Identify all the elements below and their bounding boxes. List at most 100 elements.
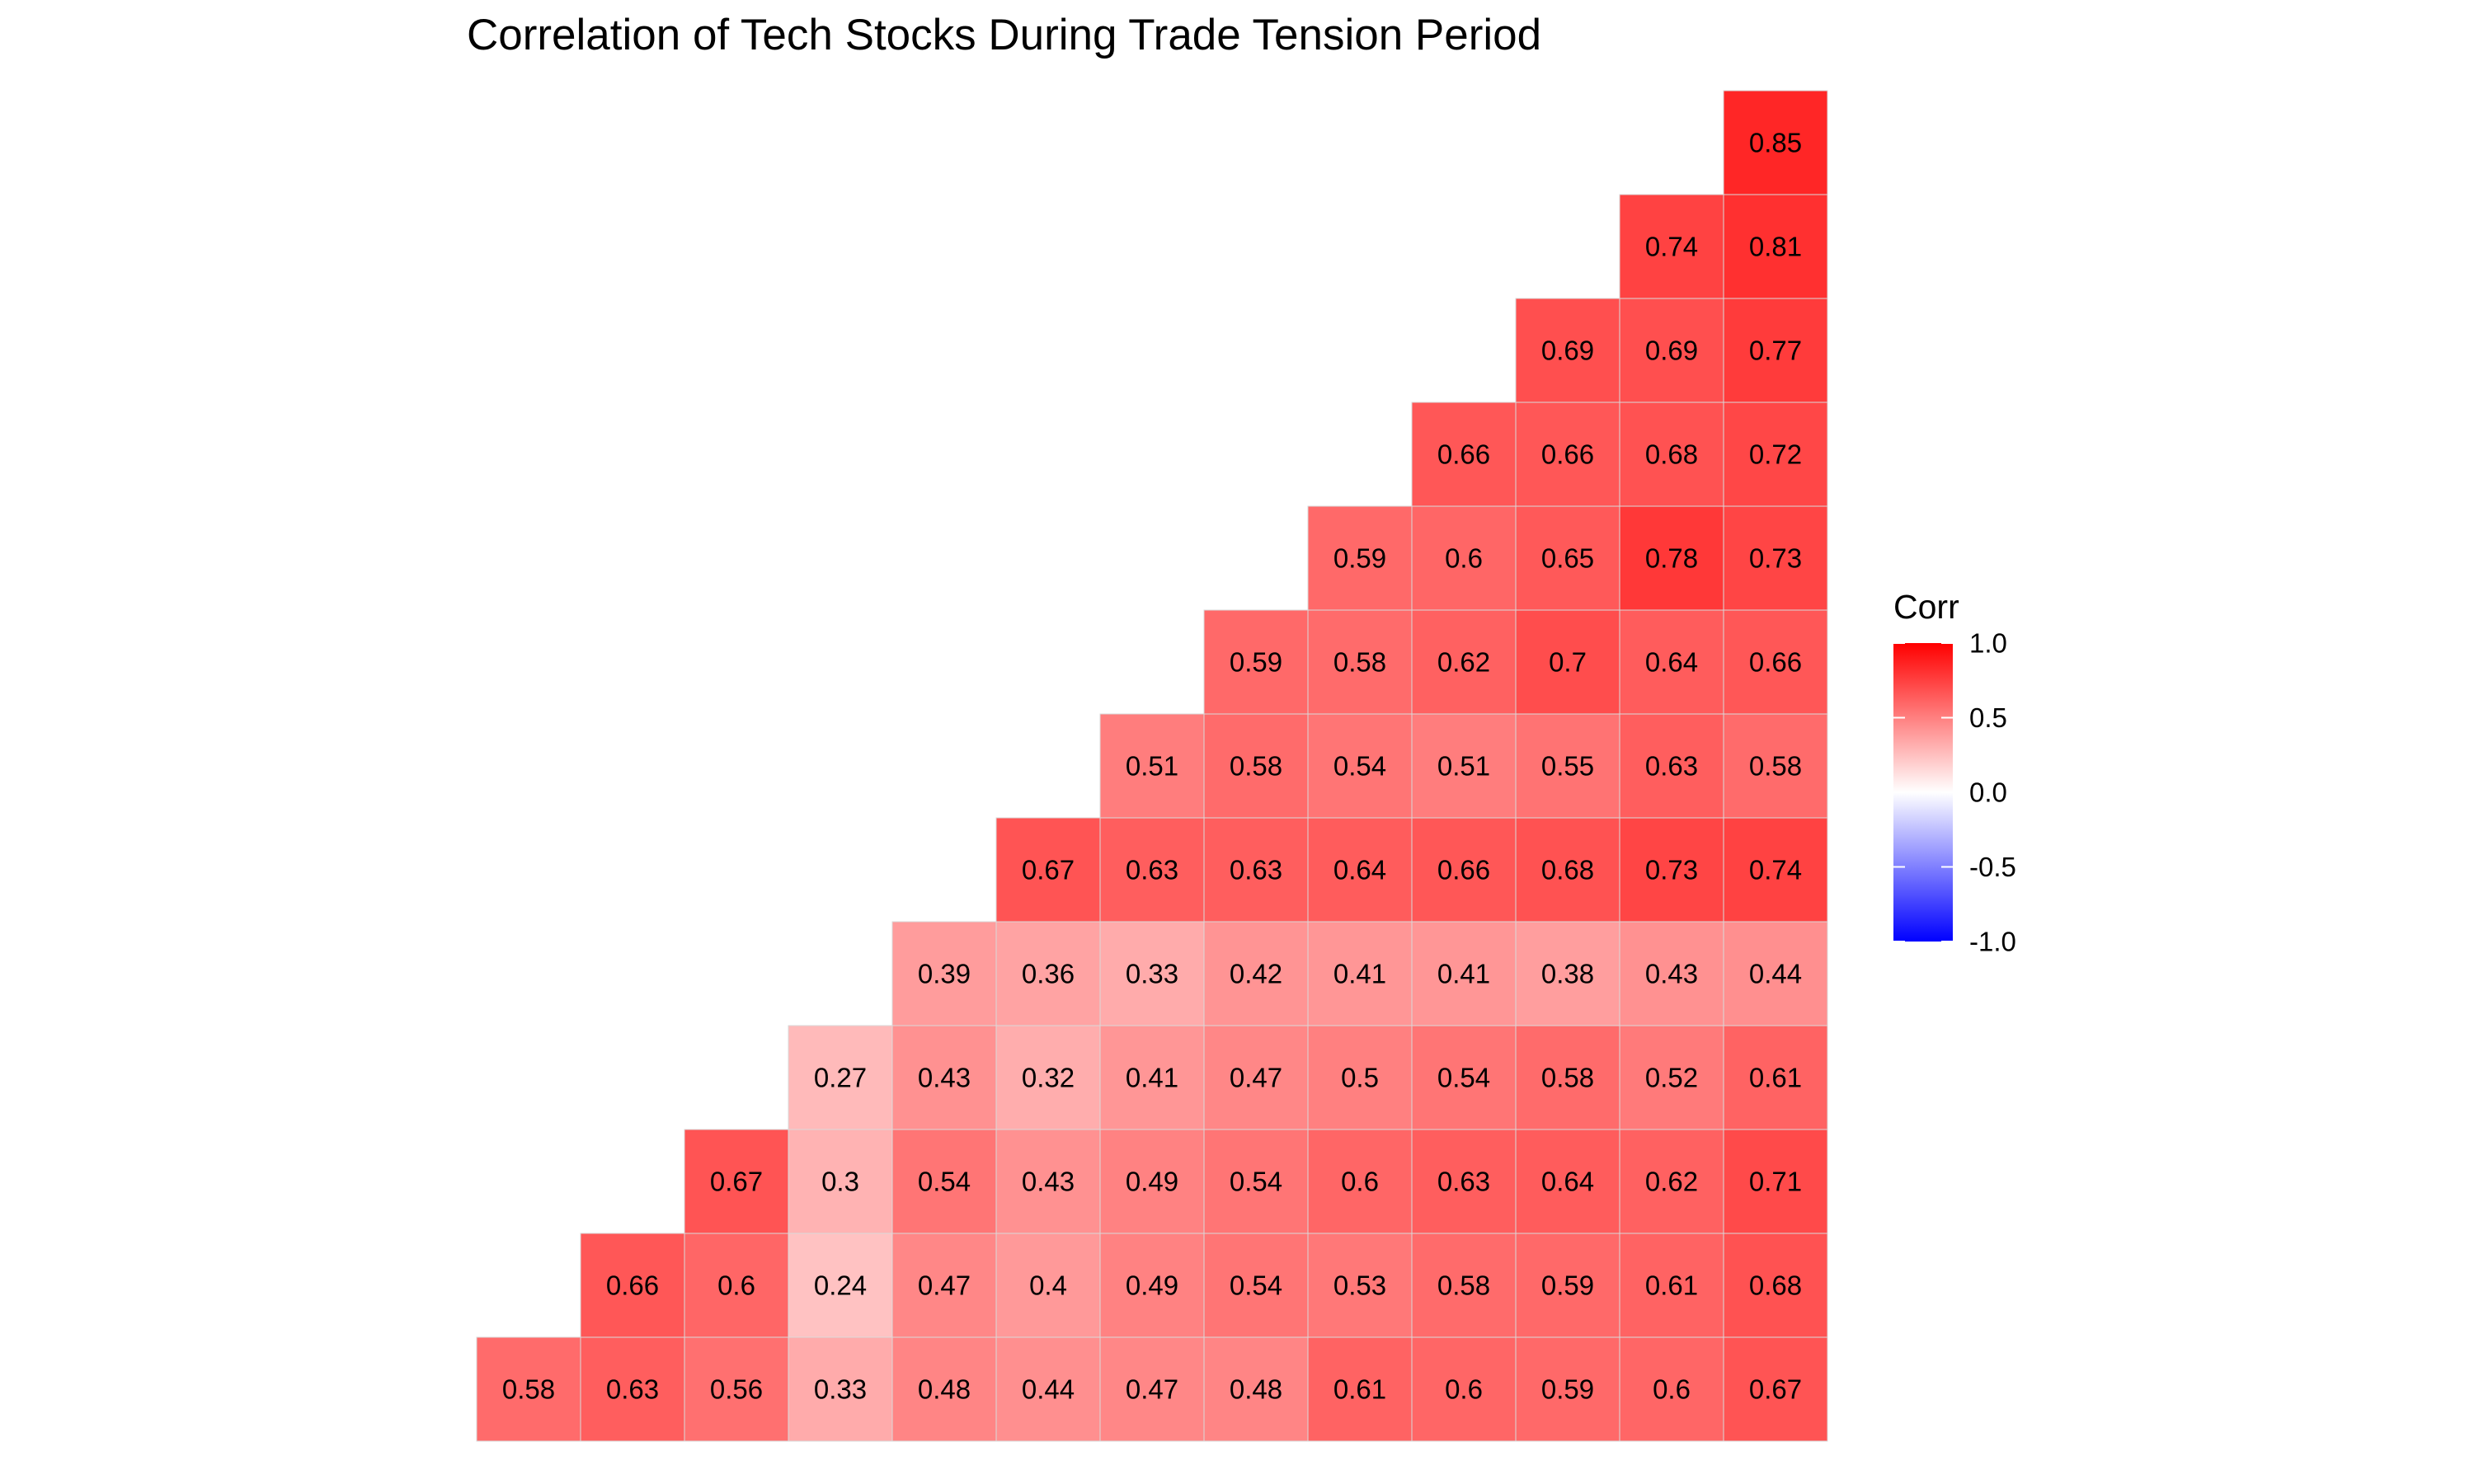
legend-tick-label: -0.5 — [1969, 852, 2016, 882]
heatmap-cell-label: 0.61 — [1749, 1063, 1802, 1093]
heatmap-cell — [891, 921, 997, 1026]
heatmap-cell-label: 0.66 — [1749, 647, 1802, 678]
heatmap-cell — [1619, 713, 1724, 819]
heatmap-cell — [684, 1233, 789, 1338]
heatmap-cell — [1203, 817, 1309, 923]
heatmap-cell-label: 0.51 — [1437, 751, 1490, 782]
heatmap-cell — [1723, 194, 1828, 299]
heatmap-cell-label: 0.5 — [1341, 1063, 1379, 1093]
heatmap-cell — [1411, 921, 1517, 1026]
heatmap-cell-label: 0.6 — [1445, 543, 1483, 574]
heatmap-cell — [1411, 713, 1517, 819]
heatmap-cell-label: 0.66 — [1541, 439, 1594, 470]
heatmap-cell-label: 0.48 — [918, 1374, 971, 1405]
heatmap-cell-label: 0.58 — [1749, 751, 1802, 782]
heatmap-cell-label: 0.7 — [1549, 647, 1587, 678]
heatmap-cell-label: 0.47 — [1126, 1374, 1178, 1405]
heatmap-cell-label: 0.72 — [1749, 439, 1802, 470]
heatmap-cell — [1099, 1336, 1205, 1442]
heatmap-cell — [1723, 505, 1828, 611]
heatmap-cell-label: 0.59 — [1541, 1270, 1594, 1301]
heatmap-cell — [788, 1025, 893, 1130]
chart-title: Correlation of Tech Stocks During Trade … — [467, 11, 1541, 59]
heatmap-cell-label: 0.85 — [1749, 128, 1802, 158]
heatmap-cell — [1307, 1129, 1413, 1234]
heatmap-cell-label: 0.41 — [1333, 959, 1386, 989]
heatmap-cell — [891, 1336, 997, 1442]
heatmap-cell-label: 0.24 — [814, 1270, 867, 1301]
heatmap-cell-label: 0.33 — [814, 1374, 867, 1405]
heatmap-cell — [995, 1336, 1101, 1442]
heatmap-cell-label: 0.33 — [1126, 959, 1178, 989]
heatmap-cell-label: 0.43 — [1022, 1167, 1075, 1197]
heatmap-cell — [995, 921, 1101, 1026]
heatmap-cell-label: 0.61 — [1645, 1270, 1698, 1301]
heatmap-cell — [1619, 298, 1724, 403]
heatmap-cell-label: 0.73 — [1749, 543, 1802, 574]
heatmap-cell — [995, 1233, 1101, 1338]
heatmap-cell — [1723, 609, 1828, 715]
heatmap-cell-label: 0.6 — [1653, 1374, 1691, 1405]
heatmap-cell-label: 0.54 — [918, 1167, 971, 1197]
heatmap-cell-label: 0.63 — [1230, 855, 1282, 885]
heatmap-cell — [1203, 1336, 1309, 1442]
heatmap-cell — [1307, 609, 1413, 715]
heatmap-cell-label: 0.67 — [1749, 1374, 1802, 1405]
heatmap-cell — [1515, 609, 1620, 715]
heatmap-cell — [1203, 921, 1309, 1026]
heatmap-cell-label: 0.58 — [1437, 1270, 1490, 1301]
heatmap-cell — [788, 1233, 893, 1338]
heatmap-cell-label: 0.51 — [1126, 751, 1178, 782]
heatmap-cell-label: 0.44 — [1022, 1374, 1075, 1405]
heatmap-cell — [995, 1129, 1101, 1234]
heatmap-cell-label: 0.54 — [1437, 1063, 1490, 1093]
heatmap-cell-label: 0.39 — [918, 959, 971, 989]
heatmap-cells: 0.85 0.74 0.81 0.69 0.69 0.77 0.66 0.66 0.68 0.72… — [476, 90, 1828, 1442]
heatmap-cell-label: 0.66 — [1437, 439, 1490, 470]
heatmap-cell — [1411, 1336, 1517, 1442]
heatmap-cell-label: 0.4 — [1029, 1270, 1067, 1301]
heatmap-cell-label: 0.74 — [1749, 855, 1802, 885]
heatmap-cell — [580, 1233, 685, 1338]
heatmap-cell-label: 0.67 — [710, 1167, 763, 1197]
heatmap-cell — [1515, 1025, 1620, 1130]
heatmap-cell-label: 0.47 — [1230, 1063, 1282, 1093]
heatmap-cell — [1411, 609, 1517, 715]
heatmap-cell — [1723, 90, 1828, 195]
heatmap-cell-label: 0.66 — [606, 1270, 659, 1301]
heatmap-cell — [1307, 1233, 1413, 1338]
heatmap-cell-label: 0.47 — [918, 1270, 971, 1301]
heatmap-cell — [1203, 1025, 1309, 1130]
heatmap-cell-label: 0.67 — [1022, 855, 1075, 885]
heatmap-cell — [1723, 921, 1828, 1026]
heatmap-cell — [1307, 1025, 1413, 1130]
heatmap-cell — [476, 1336, 581, 1442]
heatmap-cell-label: 0.59 — [1333, 543, 1386, 574]
heatmap-cell — [1515, 402, 1620, 507]
heatmap-cell-label: 0.6 — [717, 1270, 755, 1301]
heatmap-cell-label: 0.81 — [1749, 232, 1802, 262]
heatmap-cell-label: 0.55 — [1541, 751, 1594, 782]
heatmap-cell — [995, 817, 1101, 923]
heatmap-cell-label: 0.38 — [1541, 959, 1594, 989]
heatmap-cell-label: 0.73 — [1645, 855, 1698, 885]
heatmap-cell-label: 0.41 — [1437, 959, 1490, 989]
heatmap-cell-label: 0.36 — [1022, 959, 1075, 989]
heatmap-cell-label: 0.6 — [1445, 1374, 1483, 1405]
heatmap-cell — [1099, 713, 1205, 819]
heatmap-cell-label: 0.49 — [1126, 1270, 1178, 1301]
heatmap-cell — [1099, 1025, 1205, 1130]
heatmap-cell — [1619, 505, 1724, 611]
heatmap-cell-label: 0.59 — [1230, 647, 1282, 678]
heatmap-cell — [1723, 1129, 1828, 1234]
heatmap-cell-label: 0.41 — [1126, 1063, 1178, 1093]
heatmap-cell-label: 0.56 — [710, 1374, 763, 1405]
heatmap-cell-label: 0.63 — [1126, 855, 1178, 885]
heatmap-cell — [1723, 713, 1828, 819]
heatmap-cell-label: 0.71 — [1749, 1167, 1802, 1197]
heatmap-cell-label: 0.68 — [1749, 1270, 1802, 1301]
heatmap-cell-label: 0.61 — [1333, 1374, 1386, 1405]
heatmap-cell-label: 0.42 — [1230, 959, 1282, 989]
heatmap-cell-label: 0.58 — [1333, 647, 1386, 678]
